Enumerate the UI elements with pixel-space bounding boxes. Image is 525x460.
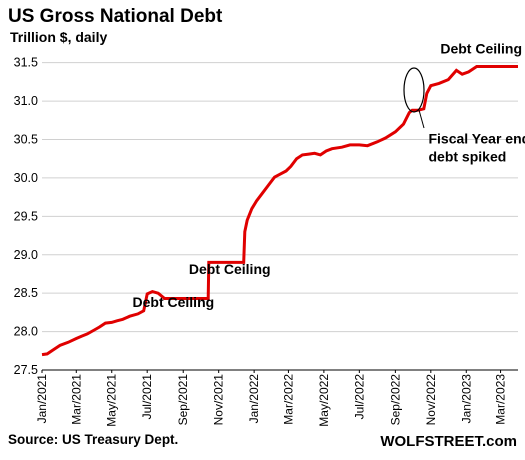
y-tick-label: 29.5 (14, 209, 38, 223)
fiscal-year-callout (403, 67, 425, 129)
x-tick-label: Mar/2023 (494, 374, 508, 425)
x-tick-label: Nov/2022 (424, 374, 438, 426)
chart-title: US Gross National Debt (8, 6, 223, 27)
series-line (41, 65, 518, 357)
annotation-label: Debt Ceiling (440, 40, 522, 56)
x-tick-label: Mar/2022 (281, 374, 295, 425)
x-tick-label: Jan/2021 (35, 374, 49, 424)
annotation-label: Debt Ceiling (189, 261, 271, 277)
y-tick-label: 31.0 (14, 94, 38, 108)
y-axis: 27.5 28.0 28.5 29.0 29.5 30.0 30.5 31.0 31.5 (14, 56, 38, 377)
annotation-label: Debt Ceiling (133, 294, 215, 310)
y-tick-label: 28.0 (14, 325, 38, 339)
callout-ellipse (403, 67, 425, 113)
y-tick-label: 30.0 (14, 171, 38, 185)
y-tick-label: 31.5 (14, 56, 38, 70)
y-tick-label: 30.5 (14, 133, 38, 147)
x-tick-label: Jan/2022 (247, 374, 261, 424)
callout-leader-line (418, 109, 425, 129)
y-tick-label: 27.5 (14, 363, 38, 377)
chart-subtitle: Trillion $, daily (10, 29, 107, 45)
x-tick-label: Jul/2021 (140, 374, 154, 420)
x-tick-label: May/2021 (105, 374, 119, 427)
x-tick-label: May/2022 (317, 374, 331, 427)
annotation-label: debt spiked (428, 148, 506, 164)
x-axis: Jan/2021 Mar/2021 May/2021 Jul/2021 Sep/2021… (35, 370, 508, 427)
x-tick-label: Sep/2022 (388, 374, 402, 426)
y-tick-label: 29.0 (14, 248, 38, 262)
annotations: Debt Ceiling Debt Ceiling Debt Ceiling Fisc… (133, 40, 525, 310)
y-tick-label: 28.5 (14, 286, 38, 300)
x-tick-label: Nov/2021 (212, 374, 226, 426)
brand-logo: WOLFSTREET.com (380, 433, 517, 450)
x-tick-label: Mar/2021 (69, 374, 83, 425)
x-tick-label: Jul/2022 (352, 374, 366, 420)
x-tick-label: Sep/2021 (176, 374, 190, 426)
gridlines (42, 62, 518, 371)
source-note: Source: US Treasury Dept. (8, 432, 178, 447)
x-tick-label: Jan/2023 (459, 374, 473, 424)
annotation-label: Fiscal Year ended, (428, 130, 525, 146)
